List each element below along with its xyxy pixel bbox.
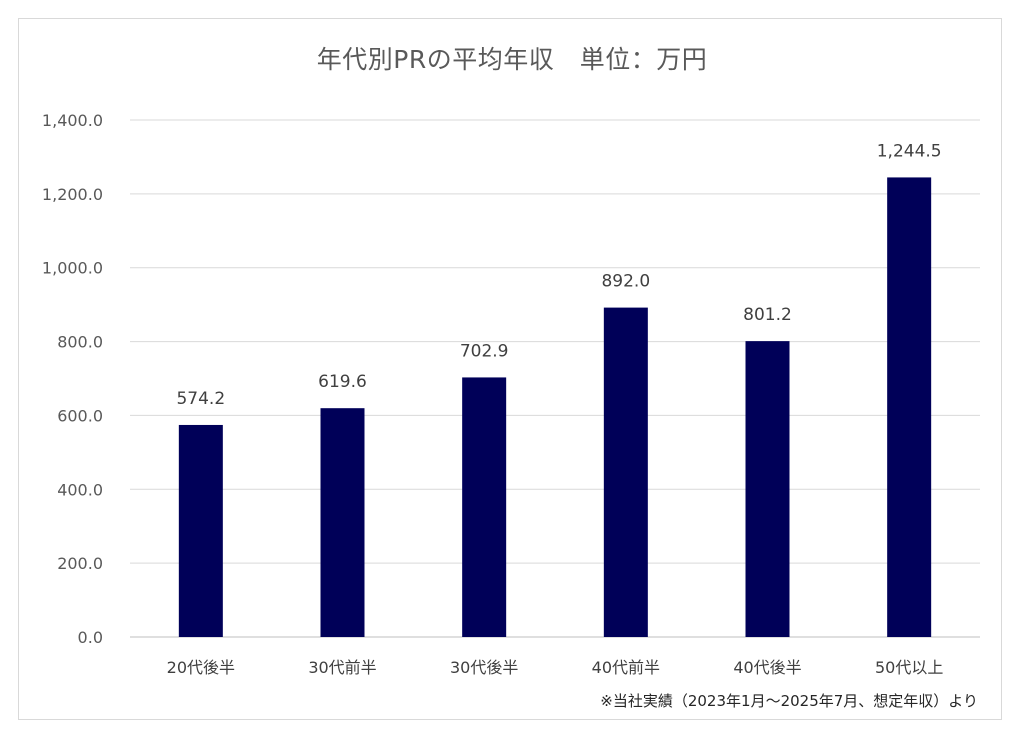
bar — [887, 177, 932, 637]
y-axis: 0.0 200.0 400.0 600.0 800.0 1,000.0 1,200.0 1,4… — [42, 111, 103, 647]
x-tick-label: 30代後半 — [450, 658, 518, 677]
y-tick-label: 400.0 — [57, 480, 103, 499]
data-label: 574.2 — [176, 389, 225, 409]
x-tick-label: 40代前半 — [592, 658, 660, 677]
y-tick-label: 200.0 — [57, 554, 103, 573]
x-tick-label: 20代後半 — [167, 658, 235, 677]
bar — [603, 307, 648, 637]
data-label: 892.0 — [601, 272, 650, 292]
bar — [462, 377, 507, 637]
y-tick-label: 600.0 — [57, 406, 103, 425]
data-label: 801.2 — [743, 305, 792, 325]
y-tick-label: 0.0 — [78, 628, 103, 647]
bar — [178, 424, 223, 637]
y-tick-label: 1,200.0 — [42, 185, 103, 204]
chart-title: 年代別PRの平均年収 単位：万円 — [316, 45, 708, 74]
data-label: 702.9 — [460, 341, 509, 361]
bars — [178, 177, 932, 637]
x-tick-label: 40代後半 — [733, 658, 801, 677]
chart-footnote: ※当社実績（2023年1月～2025年7月、想定年収）より — [600, 692, 978, 710]
data-label: 1,244.5 — [877, 141, 942, 161]
y-tick-label: 800.0 — [57, 333, 103, 352]
bar — [320, 408, 365, 637]
data-labels: 574.2 619.6 702.9 892.0 801.2 1,244.5 — [176, 141, 941, 409]
x-axis: 20代後半 30代前半 30代後半 40代前半 40代後半 50代以上 — [167, 658, 944, 677]
x-tick-label: 50代以上 — [875, 658, 943, 677]
y-tick-label: 1,400.0 — [42, 111, 103, 130]
bar — [745, 341, 790, 637]
y-tick-label: 1,000.0 — [42, 259, 103, 278]
grid-lines — [130, 119, 980, 638]
data-label: 619.6 — [318, 372, 367, 392]
x-tick-label: 30代前半 — [308, 658, 376, 677]
